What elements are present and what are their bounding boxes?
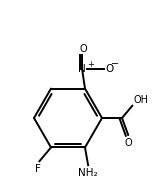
Text: +: + <box>87 60 94 69</box>
Text: F: F <box>35 164 41 174</box>
Text: N: N <box>78 64 86 74</box>
Text: −: − <box>111 59 119 69</box>
Text: NH₂: NH₂ <box>78 168 98 178</box>
Text: OH: OH <box>133 95 148 105</box>
Text: O: O <box>79 44 87 54</box>
Text: O: O <box>105 64 113 74</box>
Text: O: O <box>124 138 132 148</box>
